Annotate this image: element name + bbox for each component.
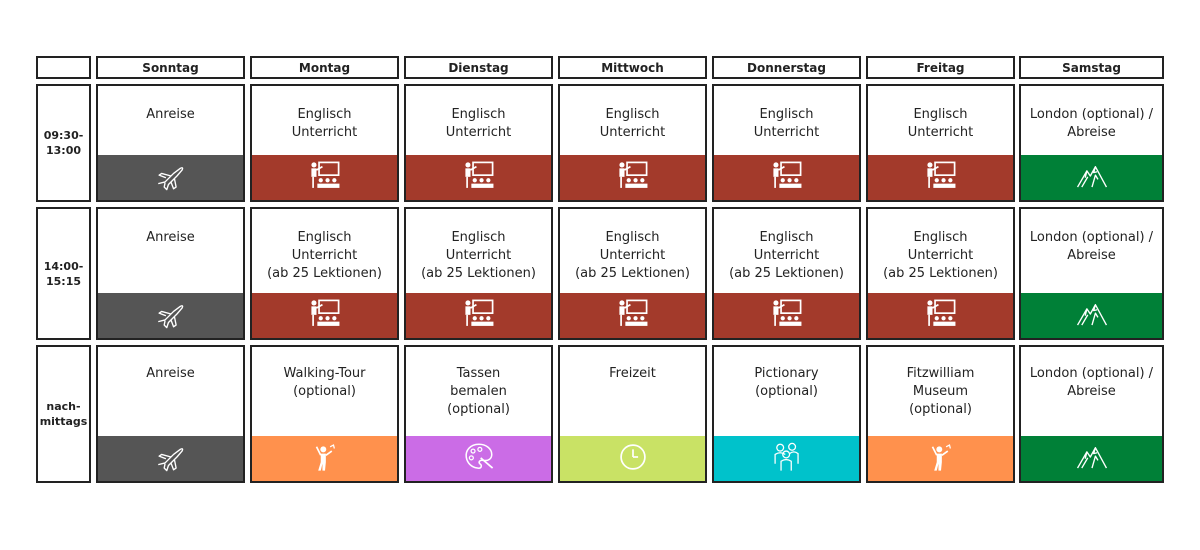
tour-guide-icon (923, 440, 959, 478)
day-header-donnerstag: Donnerstag (712, 56, 861, 79)
activity-color-band (252, 155, 397, 200)
activity-color-band (868, 155, 1013, 200)
teacher-class-icon (461, 297, 497, 335)
time-slot-label: 14:00- 15:15 (36, 207, 91, 340)
activity-label: Englisch Unterricht (ab 25 Lektionen) (729, 230, 844, 281)
teacher-class-icon (769, 297, 805, 335)
time-slot-label: 09:30- 13:00 (36, 84, 91, 202)
schedule-cell: Anreise (96, 84, 245, 202)
activity-label: Anreise (146, 230, 195, 245)
schedule-cell: Englisch Unterricht (712, 84, 861, 202)
activity-label: Englisch Unterricht (ab 25 Lektionen) (421, 230, 536, 281)
schedule-cell: London (optional) / Abreise (1019, 207, 1164, 340)
activity-label: Englisch Unterricht (445, 107, 512, 140)
schedule-cell: Englisch Unterricht (ab 25 Lektionen) (712, 207, 861, 340)
day-header-sonntag: Sonntag (96, 56, 245, 79)
mountain-icon (1074, 159, 1110, 197)
activity-label: Englisch Unterricht (ab 25 Lektionen) (883, 230, 998, 281)
activity-color-band (868, 436, 1013, 481)
activity-color-band (406, 293, 551, 338)
activity-color-band (1021, 155, 1162, 200)
activity-color-band (1021, 436, 1162, 481)
activity-color-band (98, 155, 243, 200)
activity-label: Pictionary (optional) (754, 366, 819, 399)
mountain-icon (1074, 440, 1110, 478)
activity-label: Englisch Unterricht (ab 25 Lektionen) (575, 230, 690, 281)
schedule-cell: Walking-Tour (optional) (250, 345, 399, 483)
clock-icon (615, 440, 651, 478)
paint-palette-icon (461, 440, 497, 478)
schedule-cell: Anreise (96, 207, 245, 340)
activity-color-band (868, 293, 1013, 338)
activity-label: London (optional) / Abreise (1029, 366, 1154, 399)
schedule-cell: London (optional) / Abreise (1019, 84, 1164, 202)
teacher-class-icon (461, 159, 497, 197)
schedule-cell: Englisch Unterricht (250, 84, 399, 202)
activity-label: Englisch Unterricht (907, 107, 974, 140)
schedule-cell: Anreise (96, 345, 245, 483)
day-header-samstag: Samstag (1019, 56, 1164, 79)
schedule-cell: Englisch Unterricht (558, 84, 707, 202)
activity-color-band (406, 155, 551, 200)
activity-label: Freizeit (609, 366, 656, 381)
day-header-freitag: Freitag (866, 56, 1015, 79)
schedule-cell: Pictionary (optional) (712, 345, 861, 483)
activity-label: Anreise (146, 107, 195, 122)
activity-color-band (98, 436, 243, 481)
activity-label: Anreise (146, 366, 195, 381)
day-header-dienstag: Dienstag (404, 56, 553, 79)
activity-color-band (252, 293, 397, 338)
teacher-class-icon (307, 159, 343, 197)
activity-color-band (560, 293, 705, 338)
activity-color-band (560, 436, 705, 481)
activity-label: London (optional) / Abreise (1029, 230, 1154, 263)
schedule-cell: Englisch Unterricht (ab 25 Lektionen) (866, 207, 1015, 340)
activity-label: Walking-Tour (optional) (283, 366, 366, 399)
teacher-class-icon (307, 297, 343, 335)
teacher-class-icon (769, 159, 805, 197)
activity-color-band (714, 155, 859, 200)
schedule-cell: Freizeit (558, 345, 707, 483)
activity-color-band (406, 436, 551, 481)
time-slot-label: nach- mittags (36, 345, 91, 483)
activity-label: Tassen bemalen (optional) (447, 366, 510, 417)
schedule-cell: Fitzwilliam Museum (optional) (866, 345, 1015, 483)
activity-color-band (560, 155, 705, 200)
schedule-cell: London (optional) / Abreise (1019, 345, 1164, 483)
activity-label: Englisch Unterricht (753, 107, 820, 140)
teacher-class-icon (615, 297, 651, 335)
activity-label: Englisch Unterricht (ab 25 Lektionen) (267, 230, 382, 281)
people-group-icon (769, 440, 805, 478)
activity-label: Fitzwilliam Museum (optional) (906, 366, 975, 417)
schedule-cell: Tassen bemalen (optional) (404, 345, 553, 483)
schedule-cell: Englisch Unterricht (ab 25 Lektionen) (250, 207, 399, 340)
schedule-cell: Englisch Unterricht (866, 84, 1015, 202)
activity-color-band (714, 436, 859, 481)
day-header-montag: Montag (250, 56, 399, 79)
airplane-icon (153, 297, 189, 335)
activity-label: Englisch Unterricht (599, 107, 666, 140)
schedule-cell: Englisch Unterricht (404, 84, 553, 202)
teacher-class-icon (923, 159, 959, 197)
teacher-class-icon (615, 159, 651, 197)
activity-color-band (252, 436, 397, 481)
schedule-cell: Englisch Unterricht (ab 25 Lektionen) (404, 207, 553, 340)
schedule-cell: Englisch Unterricht (ab 25 Lektionen) (558, 207, 707, 340)
activity-color-band (714, 293, 859, 338)
mountain-icon (1074, 297, 1110, 335)
activity-color-band (1021, 293, 1162, 338)
activity-color-band (98, 293, 243, 338)
teacher-class-icon (923, 297, 959, 335)
tour-guide-icon (307, 440, 343, 478)
activity-label: London (optional) / Abreise (1029, 107, 1154, 140)
day-header-mittwoch: Mittwoch (558, 56, 707, 79)
airplane-icon (153, 440, 189, 478)
airplane-icon (153, 159, 189, 197)
corner-header (36, 56, 91, 79)
activity-label: Englisch Unterricht (291, 107, 358, 140)
